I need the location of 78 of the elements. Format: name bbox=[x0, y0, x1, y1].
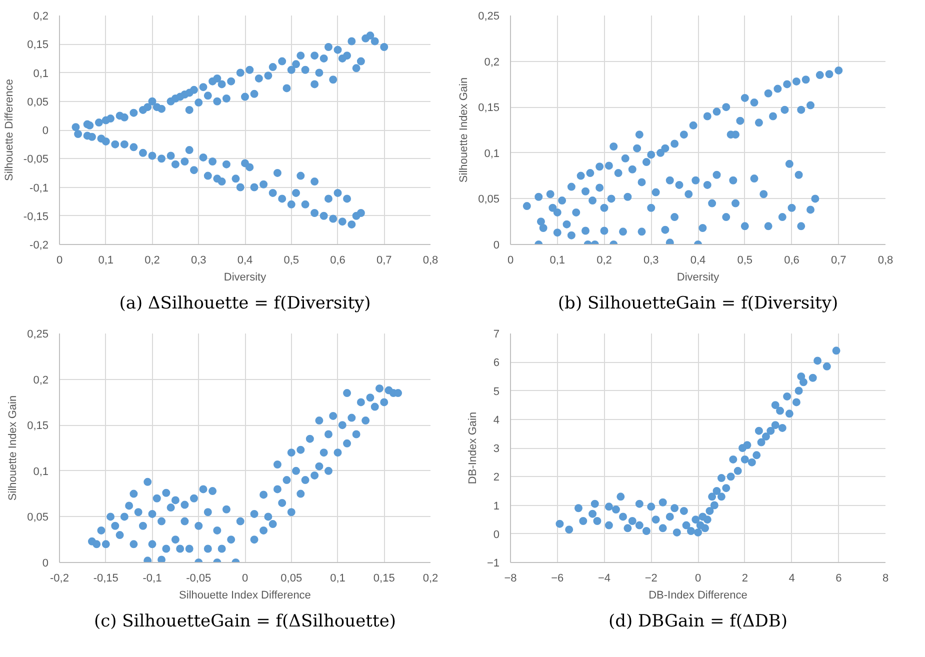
x-tick-label: 0,8 bbox=[878, 254, 894, 266]
x-tick-label: 0,5 bbox=[737, 254, 753, 266]
y-tick-label: -0,05 bbox=[23, 154, 49, 166]
y-tick-label: 0,2 bbox=[484, 56, 500, 68]
y-tick-label: 0,05 bbox=[27, 96, 49, 108]
x-tick-label: −2 bbox=[644, 572, 658, 584]
x-tick-label: 0 bbox=[694, 572, 702, 584]
y-tick-label: 4 bbox=[493, 414, 500, 426]
x-tick-label: 0,1 bbox=[330, 572, 346, 584]
y-tick-label: -0,2 bbox=[30, 240, 49, 252]
x-tick-label: 0,6 bbox=[330, 254, 346, 266]
x-tick-label: 0 bbox=[507, 254, 514, 266]
x-tick-label: 2 bbox=[742, 572, 748, 584]
x-tick-label: −4 bbox=[598, 572, 611, 584]
x-tick-label: 0,1 bbox=[98, 254, 114, 266]
x-tick-label: 0,2 bbox=[422, 572, 438, 584]
y-tick-label: 0 bbox=[42, 125, 49, 137]
x-tick-label: 0,5 bbox=[284, 254, 300, 266]
y-tick-label: 0 bbox=[42, 558, 49, 570]
y-tick-label: 0,25 bbox=[27, 328, 49, 340]
y-tick-label: 0,15 bbox=[478, 102, 500, 114]
x-tick-label: 0,2 bbox=[596, 254, 612, 266]
y-tick-label: 0,15 bbox=[27, 39, 49, 52]
x-tick-label: 0 bbox=[56, 254, 63, 266]
y-tick-label: 7 bbox=[493, 328, 500, 340]
x-tick-label: 0,3 bbox=[190, 254, 206, 266]
x-axis-title: DB-Index Difference bbox=[648, 590, 748, 602]
y-tick-label: 0,2 bbox=[33, 374, 49, 386]
y-axis-title: DB-Index Gain bbox=[466, 412, 479, 484]
text: (a) ΔSilhouette = f(Diversity) bbox=[119, 294, 371, 314]
y-axis-title: Silhouette Index Gain bbox=[458, 77, 470, 183]
y-tick-label: −1 bbox=[486, 558, 500, 570]
x-tick-label: 0,7 bbox=[376, 254, 392, 266]
x-tick-label: 6 bbox=[836, 572, 842, 584]
x-tick-label: −6 bbox=[551, 572, 564, 584]
y-axis-title: Silhouette Index Gain bbox=[7, 395, 20, 501]
y-tick-label: 2 bbox=[493, 472, 500, 484]
x-tick-label: -0,05 bbox=[186, 572, 212, 584]
x-axis-title: Diversity bbox=[676, 272, 720, 284]
y-tick-label: 0,05 bbox=[27, 512, 49, 524]
x-tick-label: 0,3 bbox=[643, 254, 659, 266]
y-tick-label: 0,1 bbox=[484, 148, 500, 160]
text: (b) SilhouetteGain = f(Diversity) bbox=[558, 294, 838, 314]
y-tick-label: -0,1 bbox=[30, 182, 49, 194]
x-tick-label: 0,4 bbox=[237, 254, 253, 266]
y-tick-label: 0 bbox=[493, 240, 500, 252]
y-tick-label: 3 bbox=[493, 443, 500, 455]
x-tick-label: 0,7 bbox=[830, 254, 846, 266]
y-tick-label: 0,25 bbox=[478, 10, 500, 22]
x-tick-label: 0,8 bbox=[422, 254, 438, 266]
x-tick-label: 0,2 bbox=[144, 254, 160, 266]
x-tick-label: 0,05 bbox=[280, 572, 302, 584]
text: (d) DBGain = f(ΔDB) bbox=[608, 612, 788, 632]
x-tick-label: -0,15 bbox=[93, 572, 118, 584]
y-tick-label: 0,05 bbox=[478, 194, 500, 206]
y-tick-label: 0,15 bbox=[27, 420, 49, 432]
x-tick-label: 0 bbox=[242, 572, 248, 584]
x-tick-label: 0,6 bbox=[784, 254, 800, 266]
y-tick-label: 1 bbox=[493, 500, 500, 512]
y-tick-label: 5 bbox=[493, 386, 500, 398]
y-tick-label: 0,2 bbox=[33, 10, 49, 22]
x-tick-label: 8 bbox=[882, 572, 889, 584]
y-tick-label: -0,15 bbox=[23, 210, 49, 223]
y-tick-label: 0,1 bbox=[33, 466, 49, 478]
x-tick-label: -0,1 bbox=[142, 572, 162, 584]
x-tick-label: 0,4 bbox=[690, 254, 706, 266]
x-tick-label: −8 bbox=[504, 572, 517, 584]
x-tick-label: 0,1 bbox=[550, 254, 566, 266]
y-tick-label: 6 bbox=[493, 357, 500, 370]
x-tick-label: -0,2 bbox=[50, 572, 69, 584]
x-tick-label: 4 bbox=[788, 572, 795, 584]
y-axis-title: Silhouette Difference bbox=[3, 79, 16, 181]
x-axis-title: Silhouette Index Difference bbox=[179, 590, 311, 602]
y-tick-label: 0 bbox=[493, 528, 500, 541]
x-axis-title: Diversity bbox=[224, 272, 267, 284]
text: (c) SilhouetteGain = f(ΔSilhouette) bbox=[94, 612, 396, 632]
y-tick-label: 0,1 bbox=[33, 68, 49, 80]
x-tick-label: 0,15 bbox=[373, 572, 395, 584]
